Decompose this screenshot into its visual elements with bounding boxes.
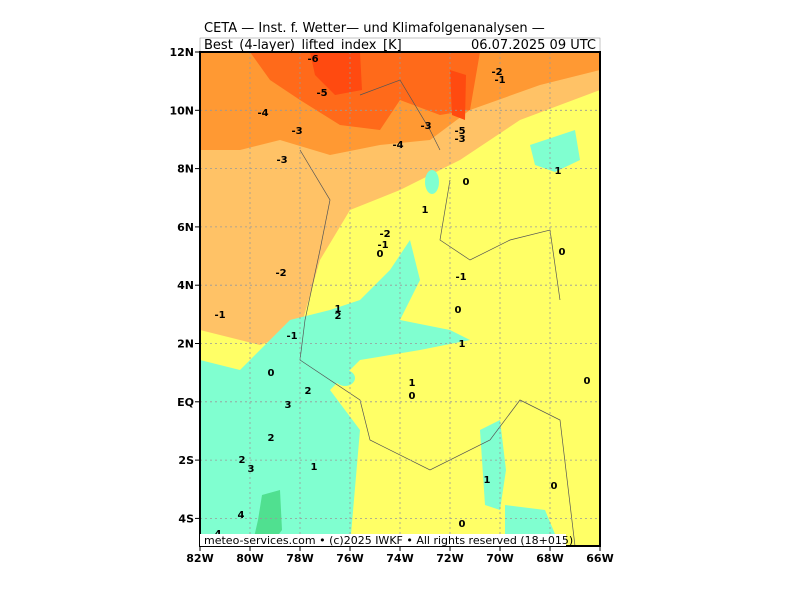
y-axis-label: 4N — [177, 279, 194, 292]
header-title: CETA — Inst. f. Wetter— und Klimafolgena… — [204, 21, 545, 36]
field-aqua — [335, 370, 355, 386]
contour-label: 2 — [268, 433, 275, 444]
datetime: 06.07.2025 09 UTC — [471, 38, 596, 53]
contour-label: 4 — [238, 510, 245, 521]
x-axis-label: 76W — [336, 552, 363, 565]
contour-label: 1 — [484, 475, 491, 486]
contour-label: 0 — [268, 368, 275, 379]
y-axis-label: 2S — [178, 454, 194, 467]
contour-label: -2 — [275, 268, 286, 279]
grid — [200, 52, 600, 546]
x-axis-label: 68W — [536, 552, 563, 565]
field-red — [310, 52, 362, 95]
y-axis-label: EQ — [177, 396, 194, 409]
contour-label: 0 — [551, 481, 558, 492]
y-axis-label: 8N — [177, 163, 194, 176]
contour-label: -1 — [494, 75, 505, 86]
contour-label: -4 — [257, 108, 268, 119]
x-axis-label: 70W — [486, 552, 513, 565]
contour-label: 1 — [555, 166, 562, 177]
contour-label: 0 — [455, 305, 462, 316]
x-axis-label: 80W — [236, 552, 263, 565]
contour-label: 1 — [335, 304, 342, 315]
contour-label: -2 — [491, 67, 502, 78]
contour-label: -3 — [291, 126, 302, 137]
x-axis-label: 72W — [436, 552, 463, 565]
contour-label: 2 — [335, 311, 342, 322]
x-axis-label: 74W — [386, 552, 413, 565]
contour-label: -3 — [454, 134, 465, 145]
contour-label: -4 — [392, 140, 403, 151]
contour-label: -2 — [379, 229, 390, 240]
contour-label: 0 — [463, 177, 470, 188]
y-axis-label: 2N — [177, 338, 194, 351]
contour-label: -3 — [276, 155, 287, 166]
contour-label: 1 — [459, 339, 466, 350]
contour-label: 0 — [409, 391, 416, 402]
axes: 82W 80W 78W 76W 74W 72W 70W 68W 66W12N10N8N6N4N2… — [169, 46, 613, 565]
contour-label: -5 — [316, 88, 327, 99]
border-lines — [299, 79, 576, 546]
contour-label: -1 — [377, 240, 388, 251]
y-axis-label: 6N — [177, 221, 194, 234]
map-field — [200, 52, 600, 546]
contour-label: 3 — [248, 464, 255, 475]
contour-label: -1 — [214, 310, 225, 321]
contour-label: 3 — [285, 400, 292, 411]
contour-label: 1 — [409, 378, 416, 389]
x-axis-label: 66W — [586, 552, 613, 565]
contour-label: 0 — [459, 519, 466, 530]
field-aqua — [200, 240, 470, 546]
x-axis-label: 82W — [186, 552, 213, 565]
x-axis-label: 78W — [286, 552, 313, 565]
contour-label: -5 — [454, 126, 465, 137]
field-dark-orange — [250, 52, 480, 130]
variable-name: Best_(4-layer)_lifted_index_[K] — [204, 38, 402, 53]
contour-label: 2 — [305, 386, 312, 397]
contour-label: 0 — [377, 249, 384, 260]
contour-label: -6 — [307, 54, 318, 65]
field-aqua — [425, 170, 439, 194]
field-red — [450, 70, 466, 120]
contour-label: 1 — [311, 462, 318, 473]
contour-label: 2 — [239, 455, 246, 466]
footer: meteo-services.com • (c)2025 IWKF • All … — [204, 534, 573, 547]
contour-label: 0 — [584, 376, 591, 387]
footer-box — [200, 534, 566, 546]
contour-label: -1 — [286, 331, 297, 342]
field-aqua — [480, 420, 506, 510]
y-axis-label: 12N — [169, 46, 194, 59]
contour-label: -1 — [455, 272, 466, 283]
contour-label: 0 — [559, 247, 566, 258]
field-aqua — [530, 130, 580, 172]
y-axis-label: 4S — [178, 512, 194, 525]
contour-label: -3 — [420, 121, 431, 132]
contour-label: 1 — [422, 205, 429, 216]
y-axis-label: 10N — [169, 104, 194, 117]
